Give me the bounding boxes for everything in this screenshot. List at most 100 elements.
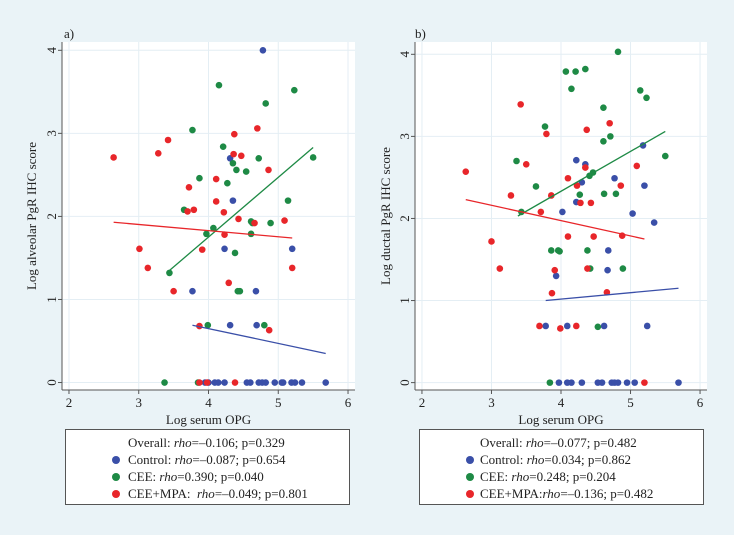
y-tick-label: 2 <box>397 215 412 222</box>
data-point-cee <box>224 179 231 187</box>
data-point-cee <box>532 183 540 190</box>
data-point-cee-mpa <box>543 130 550 138</box>
legend-rho: rho <box>526 452 545 467</box>
fit-line-cee-mpa <box>113 221 293 239</box>
data-point-cee <box>582 65 589 73</box>
data-point-cee <box>236 287 244 295</box>
data-point-cee <box>612 190 620 198</box>
legend-rho: rho <box>196 486 215 501</box>
data-point-cee-mpa <box>603 289 611 296</box>
data-point-control <box>271 379 279 386</box>
data-point-cee-mpa <box>230 150 237 158</box>
data-point-control <box>568 379 575 386</box>
data-point-cee <box>636 87 644 94</box>
legend-panel-b: Overall: rho =–0.077; p=0.482 Control: rh… <box>419 429 704 505</box>
data-point-control <box>189 287 196 295</box>
data-point-cee-mpa <box>633 162 641 170</box>
fit-line-cee <box>517 130 666 217</box>
data-point-cee-mpa <box>185 184 193 191</box>
data-point-cee-mpa <box>198 246 206 253</box>
data-point-cee-mpa <box>572 322 580 330</box>
legend-stat: =–0.087; p=0.654 <box>192 452 286 467</box>
data-point-control <box>226 321 234 329</box>
x-tick-label: 3 <box>135 395 142 410</box>
legend-marker-cee <box>466 473 474 481</box>
legend-cee-mpa: CEE+MPA: rho=–0.049; p=0.801 <box>66 485 349 502</box>
legend-rho: rho <box>511 469 530 484</box>
data-point-cee <box>584 247 591 254</box>
legend-label: CEE: <box>480 469 509 484</box>
fit-line-control <box>192 324 326 355</box>
data-point-cee-mpa <box>564 174 572 182</box>
data-point-cee <box>196 174 203 182</box>
legend-marker-cee-mpa <box>466 490 474 498</box>
data-point-cee <box>189 126 196 134</box>
x-tick-label: 6 <box>345 395 352 410</box>
data-point-cee-mpa <box>281 217 288 224</box>
data-point-control <box>221 245 228 253</box>
legend-stat: =0.248; p=0.204 <box>529 469 616 484</box>
data-point-cee-mpa <box>212 175 220 183</box>
data-point-cee-mpa <box>237 152 245 160</box>
x-tick-label: 5 <box>275 395 282 410</box>
y-tick-label: 2 <box>44 213 59 220</box>
legend-marker-cee <box>112 473 120 481</box>
data-point-cee-mpa <box>190 206 198 214</box>
data-point-control <box>604 247 612 254</box>
data-point-control <box>291 379 299 386</box>
legend-marker-cee-mpa <box>112 490 120 498</box>
data-point-cee-mpa <box>587 199 595 207</box>
legend-stat: =–0.136; p=0.482 <box>560 486 654 501</box>
data-point-cee-mpa <box>536 322 543 330</box>
y-tick-label: 3 <box>397 133 412 140</box>
data-point-cee <box>661 152 669 160</box>
data-point-cee-mpa <box>231 130 238 138</box>
fit-line-cee <box>166 146 314 274</box>
y-tick-label: 1 <box>397 297 412 304</box>
x-axis-title: Log serum OPG <box>166 412 251 427</box>
data-point-control <box>214 379 222 386</box>
y-axis-title: Log ductal PgR IHC score <box>378 147 393 285</box>
legend-label: CEE+MPA: <box>480 486 543 501</box>
data-point-cee-mpa <box>212 198 220 205</box>
data-point-control <box>252 287 260 295</box>
data-point-cee-mpa <box>551 266 559 274</box>
y-axis-title: Log alveolar PgR IHC score <box>24 142 39 290</box>
data-point-cee <box>600 190 608 198</box>
data-point-cee-mpa <box>573 182 581 189</box>
legend-stat: =–0.077; p=0.482 <box>543 435 637 450</box>
data-point-control <box>675 379 682 386</box>
data-point-cee-mpa <box>537 208 545 216</box>
panel-label: a) <box>64 26 74 41</box>
legend-rho: rho <box>174 452 193 467</box>
legend-stat: =–0.049; p=0.801 <box>214 486 308 501</box>
legend-label: Overall: <box>128 435 171 450</box>
data-point-cee-mpa <box>251 219 258 227</box>
data-point-cee-mpa <box>110 154 117 161</box>
data-point-control <box>623 379 631 386</box>
legend-label: CEE: <box>128 469 157 484</box>
data-point-control <box>643 322 651 330</box>
data-point-cee <box>161 379 168 386</box>
data-point-cee-mpa <box>231 379 239 386</box>
x-tick-label: 4 <box>558 395 565 410</box>
data-point-cee <box>562 68 570 75</box>
legend-rho: rho <box>173 435 192 450</box>
x-tick-label: 3 <box>488 395 495 410</box>
y-tick-label: 0 <box>44 379 59 386</box>
data-point-cee-mpa <box>582 164 589 171</box>
data-point-cee <box>255 154 263 162</box>
legend-control: Control: rho=–0.087; p=0.654 <box>66 451 349 468</box>
legend-panel-a: Overall: rho=–0.106; p=0.329 Control: rh… <box>65 429 350 505</box>
data-point-cee <box>215 81 223 89</box>
data-point-cee-mpa <box>203 379 211 386</box>
legend-stat: =0.034; p=0.862 <box>544 452 631 467</box>
data-point-control <box>629 210 636 217</box>
data-point-control <box>259 47 267 54</box>
legend-control: Control: rho=0.034; p=0.862 <box>420 451 703 468</box>
data-point-cee-mpa <box>221 231 228 238</box>
data-point-cee-mpa <box>641 379 648 386</box>
data-point-cee-mpa <box>154 149 162 157</box>
legend-label: Overall: <box>480 435 523 450</box>
y-tick-label: 1 <box>44 296 59 303</box>
